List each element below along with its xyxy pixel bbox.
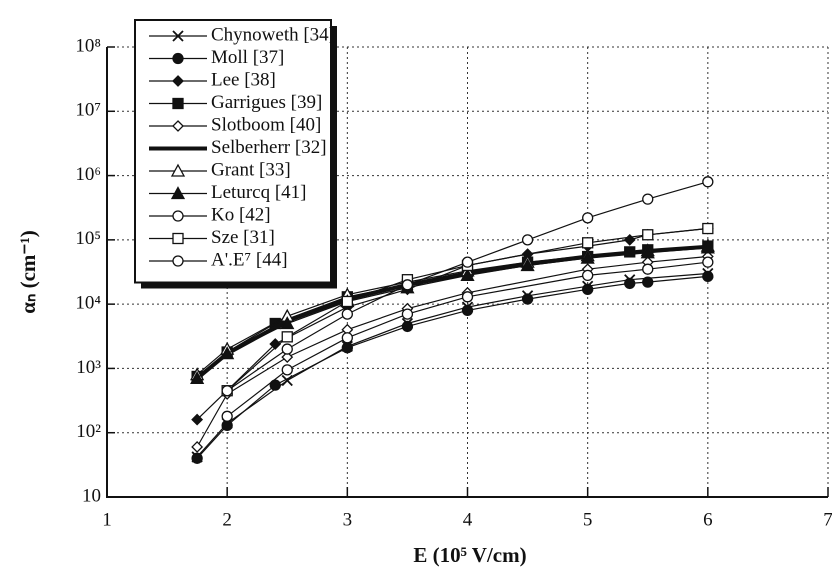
marker (461, 304, 474, 317)
y-tick-label: 10⁶ (75, 164, 101, 185)
marker (702, 270, 714, 283)
marker (702, 222, 714, 235)
legend-label: Chynoweth [34] (211, 24, 335, 45)
legend-label: A'.E⁷ [44] (211, 249, 288, 270)
marker (580, 250, 595, 264)
marker (172, 30, 184, 42)
marker (281, 343, 293, 355)
marker (280, 316, 295, 330)
x-tick-label: 4 (463, 509, 473, 530)
marker (172, 52, 184, 65)
series-line (196, 247, 708, 379)
x-axis-label: E (10⁵ V/cm) (413, 543, 526, 567)
marker (172, 255, 184, 267)
y-tick-label: 10⁴ (75, 293, 101, 314)
series-line (196, 272, 708, 458)
x-tick-label: 7 (823, 509, 832, 530)
x-tick-label: 5 (583, 509, 593, 530)
y-axis-label: αₙ (cm⁻¹) (16, 230, 40, 314)
series-line (195, 244, 708, 380)
x-tick-label: 2 (222, 509, 232, 530)
axes-frame (106, 47, 828, 498)
marker (269, 338, 282, 350)
legend-label: Garrigues [39] (211, 92, 322, 113)
marker (401, 320, 414, 333)
legend-label: Sze [31] (211, 227, 275, 248)
marker (190, 371, 205, 385)
marker (642, 263, 654, 275)
marker (521, 293, 534, 305)
marker (172, 120, 184, 132)
marker (221, 385, 233, 397)
legend-label: Ko [42] (211, 204, 271, 225)
legend-label: Lee [38] (211, 69, 276, 90)
x-tick-label: 1 (102, 509, 112, 530)
marker (582, 283, 594, 295)
legend-label: Grant [33] (211, 159, 291, 180)
marker (461, 291, 474, 303)
marker (401, 279, 414, 291)
marker (640, 245, 655, 259)
marker (191, 441, 204, 453)
marker (460, 268, 475, 282)
marker (624, 277, 636, 290)
marker (281, 331, 293, 343)
marker (191, 452, 203, 464)
y-tick-label: 10² (76, 421, 101, 442)
marker (191, 413, 204, 426)
marker (172, 97, 184, 110)
y-tick-label: 10⁷ (75, 100, 101, 121)
marker (582, 269, 594, 282)
marker (170, 163, 186, 177)
marker (341, 332, 353, 344)
marker (642, 276, 654, 288)
marker (702, 176, 714, 188)
series-line (226, 261, 708, 417)
marker (702, 256, 714, 268)
marker (281, 364, 293, 376)
marker (341, 295, 353, 308)
marker (172, 232, 184, 245)
marker (170, 186, 186, 200)
legend-box (134, 19, 332, 284)
marker (269, 379, 281, 391)
marker (521, 234, 534, 246)
marker (700, 240, 715, 254)
y-tick-label: 10³ (76, 357, 101, 378)
legend-label: Slotboom [40] (211, 114, 321, 135)
marker (401, 308, 414, 320)
marker (221, 410, 233, 422)
y-tick-label: 10 (82, 485, 101, 506)
y-tick-label: 10⁵ (75, 228, 101, 249)
marker (520, 258, 535, 272)
y-tick-label: 10⁸ (75, 35, 101, 56)
legend-label: Leturcq [41] (211, 182, 306, 203)
x-tick-label: 6 (703, 509, 713, 530)
series-line (226, 227, 708, 392)
x-tick-label: 3 (343, 509, 353, 530)
marker (461, 256, 474, 268)
marker (582, 237, 594, 249)
marker (582, 212, 594, 224)
marker (172, 75, 184, 87)
legend-label: Moll [37] (211, 47, 284, 68)
legend-label: Selberherr [32] (211, 137, 327, 158)
marker (642, 229, 654, 241)
series-line (196, 245, 708, 376)
marker (220, 346, 235, 360)
marker (281, 351, 294, 364)
marker (341, 308, 353, 320)
marker (172, 210, 184, 222)
marker (642, 193, 654, 205)
marker (341, 342, 353, 354)
